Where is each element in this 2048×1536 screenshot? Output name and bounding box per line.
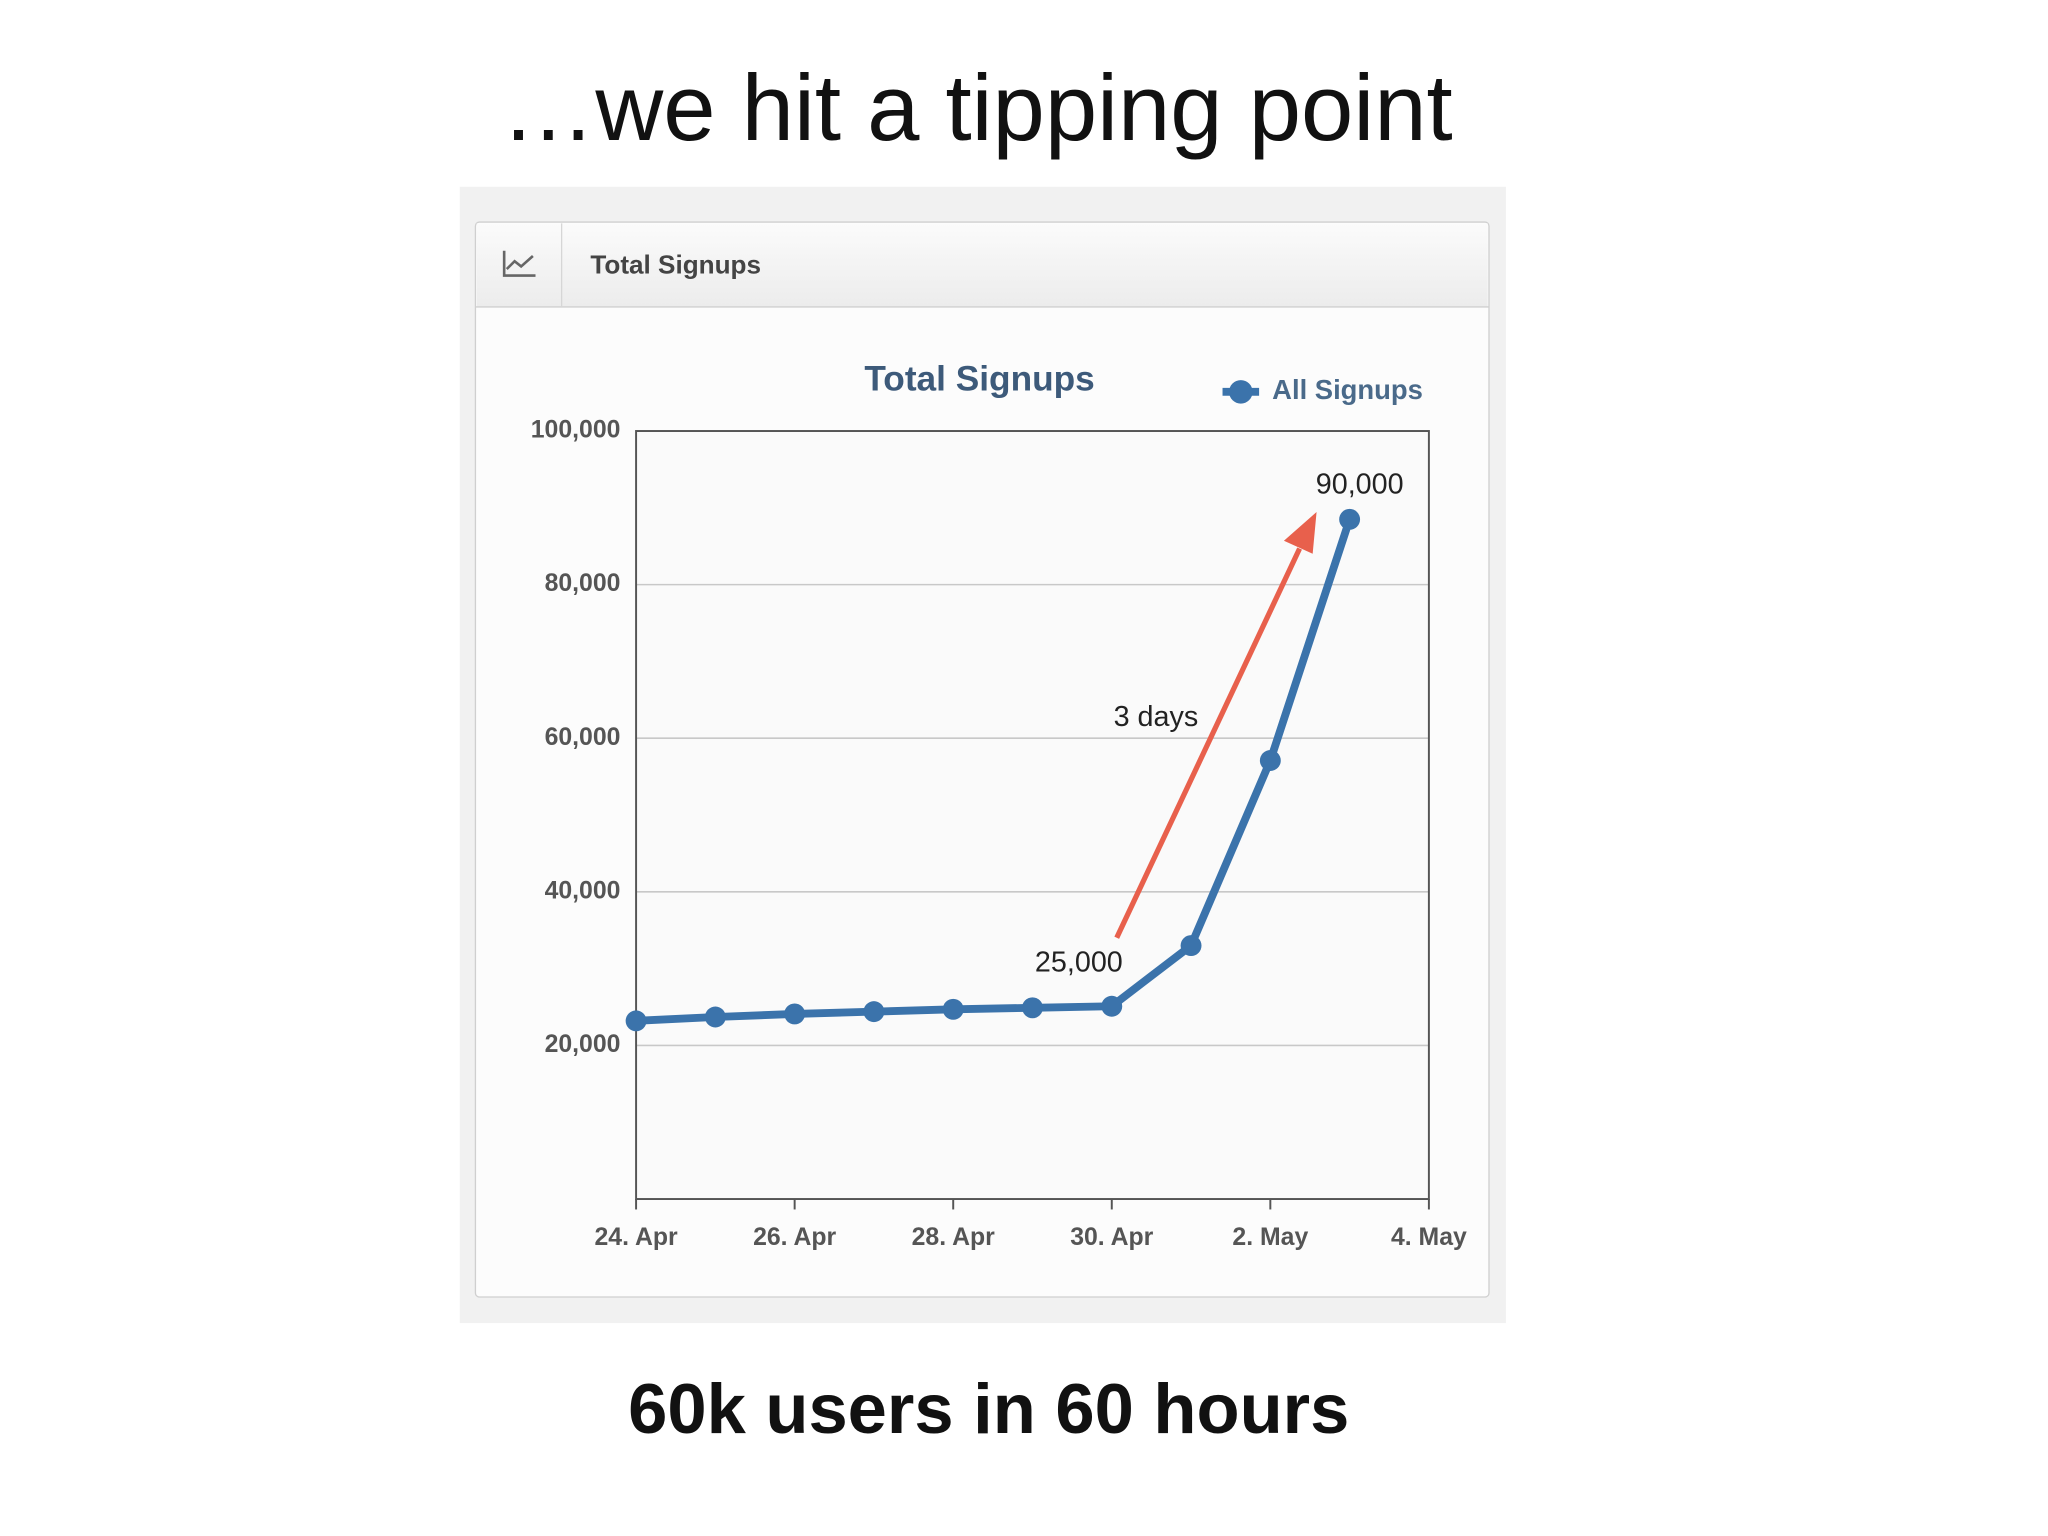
legend: All Signups: [1222, 374, 1423, 405]
data-point: [1339, 508, 1361, 530]
series-line: [635, 518, 1354, 1025]
x-tick-label: 30. Apr: [1070, 1224, 1153, 1251]
annotation: 90,000: [1316, 468, 1404, 500]
panel-title: Total Signups: [590, 249, 761, 279]
panel-header: [476, 223, 1488, 307]
y-tick-label: 20,000: [545, 1031, 621, 1058]
data-point: [1022, 997, 1043, 1019]
data-point: [1180, 935, 1202, 957]
x-tick-label: 28. Apr: [912, 1224, 995, 1251]
legend-marker: [1229, 380, 1253, 404]
data-point: [1101, 995, 1123, 1017]
y-tick-label: 60,000: [545, 724, 621, 751]
plot: 20,000 40,000 60,000 80,000 100,000 24. Apr 26…: [531, 417, 1467, 1251]
plot-border: [635, 430, 1430, 1200]
slide-caption: 60k users in 60 hours: [628, 1369, 1349, 1448]
data-point: [1259, 750, 1281, 771]
x-tick-label: 24. Apr: [595, 1224, 678, 1251]
data-point: [942, 998, 964, 1020]
x-tick-label: 4. May: [1391, 1224, 1467, 1251]
arrow-head: [1283, 512, 1317, 554]
y-tick-label: 100,000: [531, 417, 621, 444]
data-point: [625, 1010, 647, 1032]
x-tick-label: 2. May: [1232, 1224, 1308, 1251]
data-point: [863, 1001, 885, 1023]
legend-label: All Signups: [1272, 374, 1423, 405]
x-tick-label: 26. Apr: [753, 1224, 836, 1251]
slide-title: …we hit a tipping point: [501, 55, 1452, 160]
annotation-arrow: [1114, 547, 1302, 939]
data-point: [784, 1003, 806, 1025]
data-point: [704, 1006, 726, 1028]
chart-icon: [502, 250, 536, 277]
y-tick-label: 80,000: [545, 570, 621, 597]
annotation: 25,000: [1035, 947, 1123, 979]
annotation: 3 days: [1114, 701, 1199, 733]
y-tick-label: 40,000: [545, 877, 621, 904]
chart-title: Total Signups: [864, 360, 1094, 399]
